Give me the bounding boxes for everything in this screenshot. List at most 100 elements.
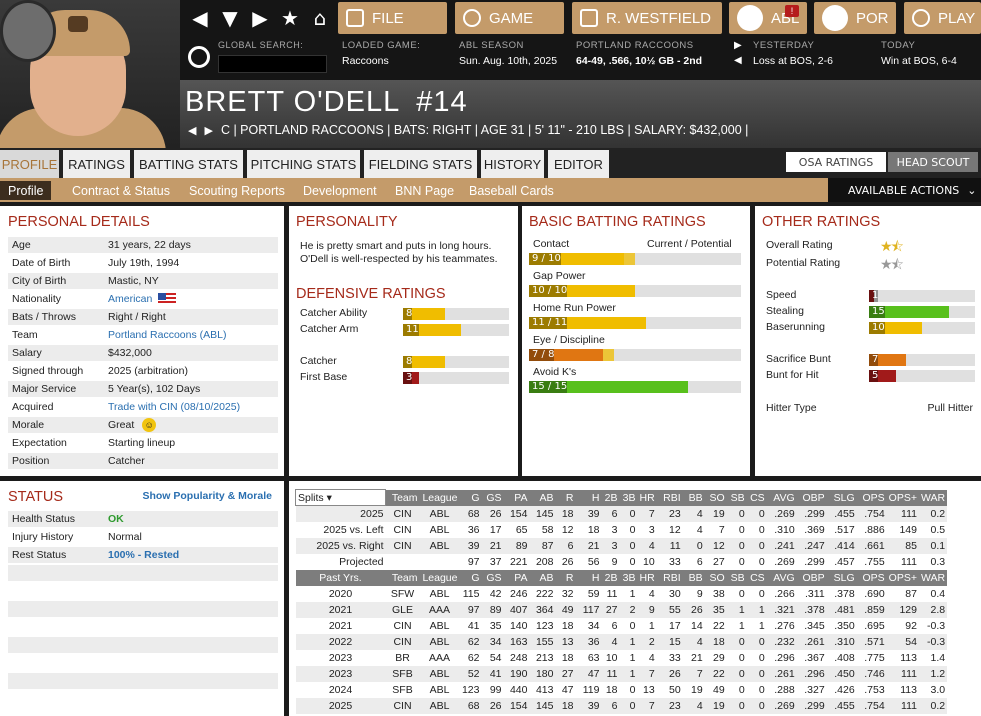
batting-label-gap-power: Gap Power xyxy=(533,270,586,282)
stat-cell: 26 xyxy=(561,555,574,568)
tab-pitching-stats[interactable]: PITCHING STATS xyxy=(247,150,360,178)
col-header-bb: BB xyxy=(682,569,705,586)
file-button[interactable]: FILE xyxy=(338,2,447,34)
subtab-profile[interactable]: Profile xyxy=(0,181,52,200)
subtab-contract-status[interactable]: Contract & Status xyxy=(72,183,170,198)
manager-button[interactable]: R. WESTFIELD xyxy=(572,2,722,34)
stat-cell: .296 xyxy=(796,665,827,682)
tab-fielding-stats[interactable]: FIELDING STATS xyxy=(364,150,477,178)
bar-fill-current xyxy=(869,370,896,382)
stat-cell: .247 xyxy=(796,537,827,554)
stat-cell: 36 xyxy=(575,633,602,650)
col-header-h: H xyxy=(575,569,602,586)
other-ratings-panel: OTHER RATINGS Overall Rating ★⯪ Potentia… xyxy=(755,206,981,476)
overall-rating-stars: ★⯪ xyxy=(880,236,904,260)
stat-cell: 1 xyxy=(629,587,636,600)
tab-editor[interactable]: EDITOR xyxy=(548,150,609,178)
stat-cell: 32 xyxy=(561,587,574,600)
detail-row-morale: Morale Great ☺ xyxy=(8,417,278,433)
stat-cell: .426 xyxy=(834,683,855,696)
tab-batting-stats[interactable]: BATTING STATS xyxy=(134,150,243,178)
back-arrow-icon[interactable]: ◀ xyxy=(192,6,208,30)
subtab-scouting-reports[interactable]: Scouting Reports xyxy=(189,183,285,198)
stat-cell: ABL xyxy=(429,683,450,696)
subtab-development[interactable]: Development xyxy=(303,183,377,198)
detail-value[interactable]: Trade with CIN (08/10/2025) xyxy=(108,401,241,413)
tab-history[interactable]: HISTORY xyxy=(481,150,544,178)
tab-ratings[interactable]: RATINGS xyxy=(63,150,130,178)
col-header-slg: SLG xyxy=(826,569,857,586)
stat-cell: 18 xyxy=(587,523,600,536)
stat-cell: 55 xyxy=(656,601,683,618)
stat-cell: 18 xyxy=(555,697,576,714)
league-button[interactable]: ABL! xyxy=(729,2,807,34)
dropdown-arrow-icon[interactable]: ▼ xyxy=(222,6,238,30)
col-header-2b: 2B xyxy=(601,569,620,586)
search-icon[interactable] xyxy=(188,46,210,68)
stat-cell: 22 xyxy=(712,619,725,632)
stat-cell: 1 xyxy=(726,601,747,618)
stat-cell: .775 xyxy=(864,651,885,664)
splits-select[interactable]: Splits ▾ xyxy=(295,489,386,506)
play-button[interactable]: PLAY xyxy=(904,2,981,34)
bar-value: 15 xyxy=(869,306,885,318)
stat-cell: 29 xyxy=(712,651,725,664)
stat-cell: 10 xyxy=(605,651,618,664)
stat-cell: 2022 xyxy=(295,633,386,650)
stat-cell: .481 xyxy=(826,601,857,618)
stat-cell: 0.1 xyxy=(918,537,948,554)
next-player-icon[interactable]: ▶ xyxy=(204,124,213,137)
stat-cell: 1 xyxy=(758,619,765,632)
star-icon[interactable]: ★ xyxy=(281,6,299,30)
tab-profile[interactable]: PROFILE xyxy=(0,150,59,178)
subtab-baseball-cards[interactable]: Baseball Cards xyxy=(469,183,554,198)
show-popularity-morale-link[interactable]: Show Popularity & Morale xyxy=(142,490,272,502)
col-header-rbi: RBI xyxy=(656,569,683,586)
head-scout-toggle[interactable]: HEAD SCOUT xyxy=(888,152,978,172)
bar-fill-potential xyxy=(624,253,635,265)
stat-cell: 42 xyxy=(489,587,502,600)
stat-cell: .753 xyxy=(864,683,885,696)
team-button[interactable]: POR xyxy=(814,2,896,34)
home-icon[interactable]: ⌂ xyxy=(313,6,327,30)
stat-cell: 6 xyxy=(601,697,620,714)
stat-cell: 87 xyxy=(529,537,556,554)
detail-value[interactable]: Portland Raccoons (ABL) xyxy=(108,329,227,341)
stat-cell: .241 xyxy=(766,537,797,554)
personal-details-panel: PERSONAL DETAILS Age 31 years, 22 days Dat… xyxy=(0,206,284,476)
global-search-input[interactable] xyxy=(218,55,327,73)
stat-cell: 115 xyxy=(462,587,480,600)
team-logo xyxy=(822,5,848,31)
batting-bar-contact: 9 / 10 xyxy=(529,253,741,265)
bar-value: 7 xyxy=(869,354,879,366)
subtab-bnn-page[interactable]: BNN Page xyxy=(395,183,455,198)
stat-cell: 9 xyxy=(696,587,703,600)
stat-cell: 39 xyxy=(575,697,602,714)
stat-cell: 123 xyxy=(461,683,480,696)
stat-cell: 0 xyxy=(619,505,638,522)
stat-cell: 49 xyxy=(712,683,725,696)
detail-value[interactable]: American xyxy=(108,293,153,305)
game-button[interactable]: GAME xyxy=(455,2,564,34)
bar-value: 10 xyxy=(869,322,885,334)
status-row-rest-status: Rest Status 100% - Rested xyxy=(8,547,278,563)
available-actions-label: AVAILABLE ACTIONS xyxy=(848,183,960,197)
available-actions-button[interactable]: AVAILABLE ACTIONS ⌄ xyxy=(828,178,981,202)
stat-cell: 123 xyxy=(535,619,554,632)
def-label-catcher-arm: Catcher Arm xyxy=(300,323,359,335)
col-header-obp: OBP xyxy=(796,489,827,506)
back-small-arrow-icon[interactable]: ◀ xyxy=(734,55,742,66)
stat-cell: .695 xyxy=(864,619,885,632)
play-arrow-icon[interactable]: ▶ xyxy=(734,40,742,51)
forward-arrow-icon[interactable]: ▶ xyxy=(252,6,268,30)
osa-ratings-toggle[interactable]: OSA RATINGS xyxy=(786,152,886,172)
detail-label: Age xyxy=(12,239,31,251)
stat-cell: 111 xyxy=(886,665,919,682)
stat-cell: 113 xyxy=(900,651,917,664)
stat-cell: 0.2 xyxy=(918,697,948,714)
stat-cell: 38 xyxy=(712,587,725,600)
stats-header-row: Splits ▾ Team League G GS PA AB R H 2B 3B HR RBI BB SO… xyxy=(295,489,948,506)
detail-value: 2025 (arbitration) xyxy=(108,365,188,377)
previous-player-icon[interactable]: ◀ xyxy=(188,124,197,137)
stat-cell: 39 xyxy=(575,505,602,522)
